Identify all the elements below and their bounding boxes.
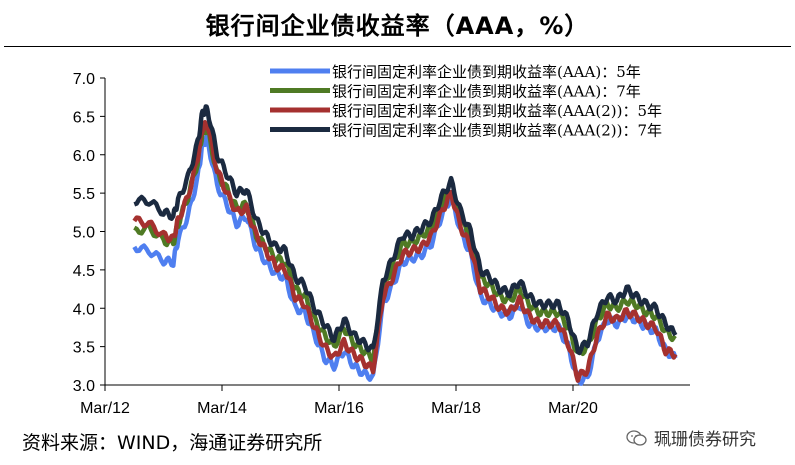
x-tick-label: Mar/14	[197, 400, 247, 417]
watermark: 珮珊债券研究	[626, 425, 756, 450]
y-tick-label: 6.0	[73, 148, 95, 165]
wechat-icon	[626, 429, 647, 446]
watermark-text: 珮珊债券研究	[654, 430, 756, 450]
legend-label-1: 银行间固定利率企业债到期收益率(AAA)：5年	[332, 63, 641, 81]
y-tick-label: 6.5	[73, 109, 95, 126]
y-tick-label: 3.5	[73, 340, 95, 357]
y-tick-label: 5.0	[73, 225, 95, 242]
legend-label-2: 银行间固定利率企业债到期收益率(AAA)：7年	[332, 83, 641, 101]
y-tick-label: 5.5	[73, 186, 95, 203]
x-tick-label: Mar/18	[431, 400, 481, 417]
legend-label-4: 银行间固定利率企业债到期收益率(AAA(2))：7年	[332, 122, 662, 140]
y-tick-label: 3.0	[73, 378, 95, 395]
series-line-4	[133, 104, 678, 356]
series-lines	[132, 104, 678, 386]
axes: 3.0 3.5 4.0 4.5 5.0 5.5 6.0 6.5 7.0 Mar/12 Mar/14 M…	[73, 71, 690, 417]
chart-title: 银行间企业债收益率（AAA，%）	[205, 12, 590, 40]
title-divider	[4, 46, 791, 47]
x-tick-label: Mar/16	[314, 400, 364, 417]
y-tick-label: 4.5	[73, 263, 95, 280]
x-tick-label: Mar/20	[548, 400, 598, 417]
legend-label-3: 银行间固定利率企业债到期收益率(AAA(2))：5年	[332, 102, 662, 120]
legend: 银行间固定利率企业债到期收益率(AAA)：5年银行间固定利率企业债到期收益率(A…	[270, 63, 662, 140]
y-tick-label: 7.0	[73, 71, 95, 88]
series-line-3	[132, 119, 678, 383]
x-tick-label: Mar/12	[80, 400, 130, 417]
y-tick-label: 4.0	[73, 301, 95, 318]
source-note: 资料来源：WIND，海通证券研究所	[22, 432, 323, 454]
